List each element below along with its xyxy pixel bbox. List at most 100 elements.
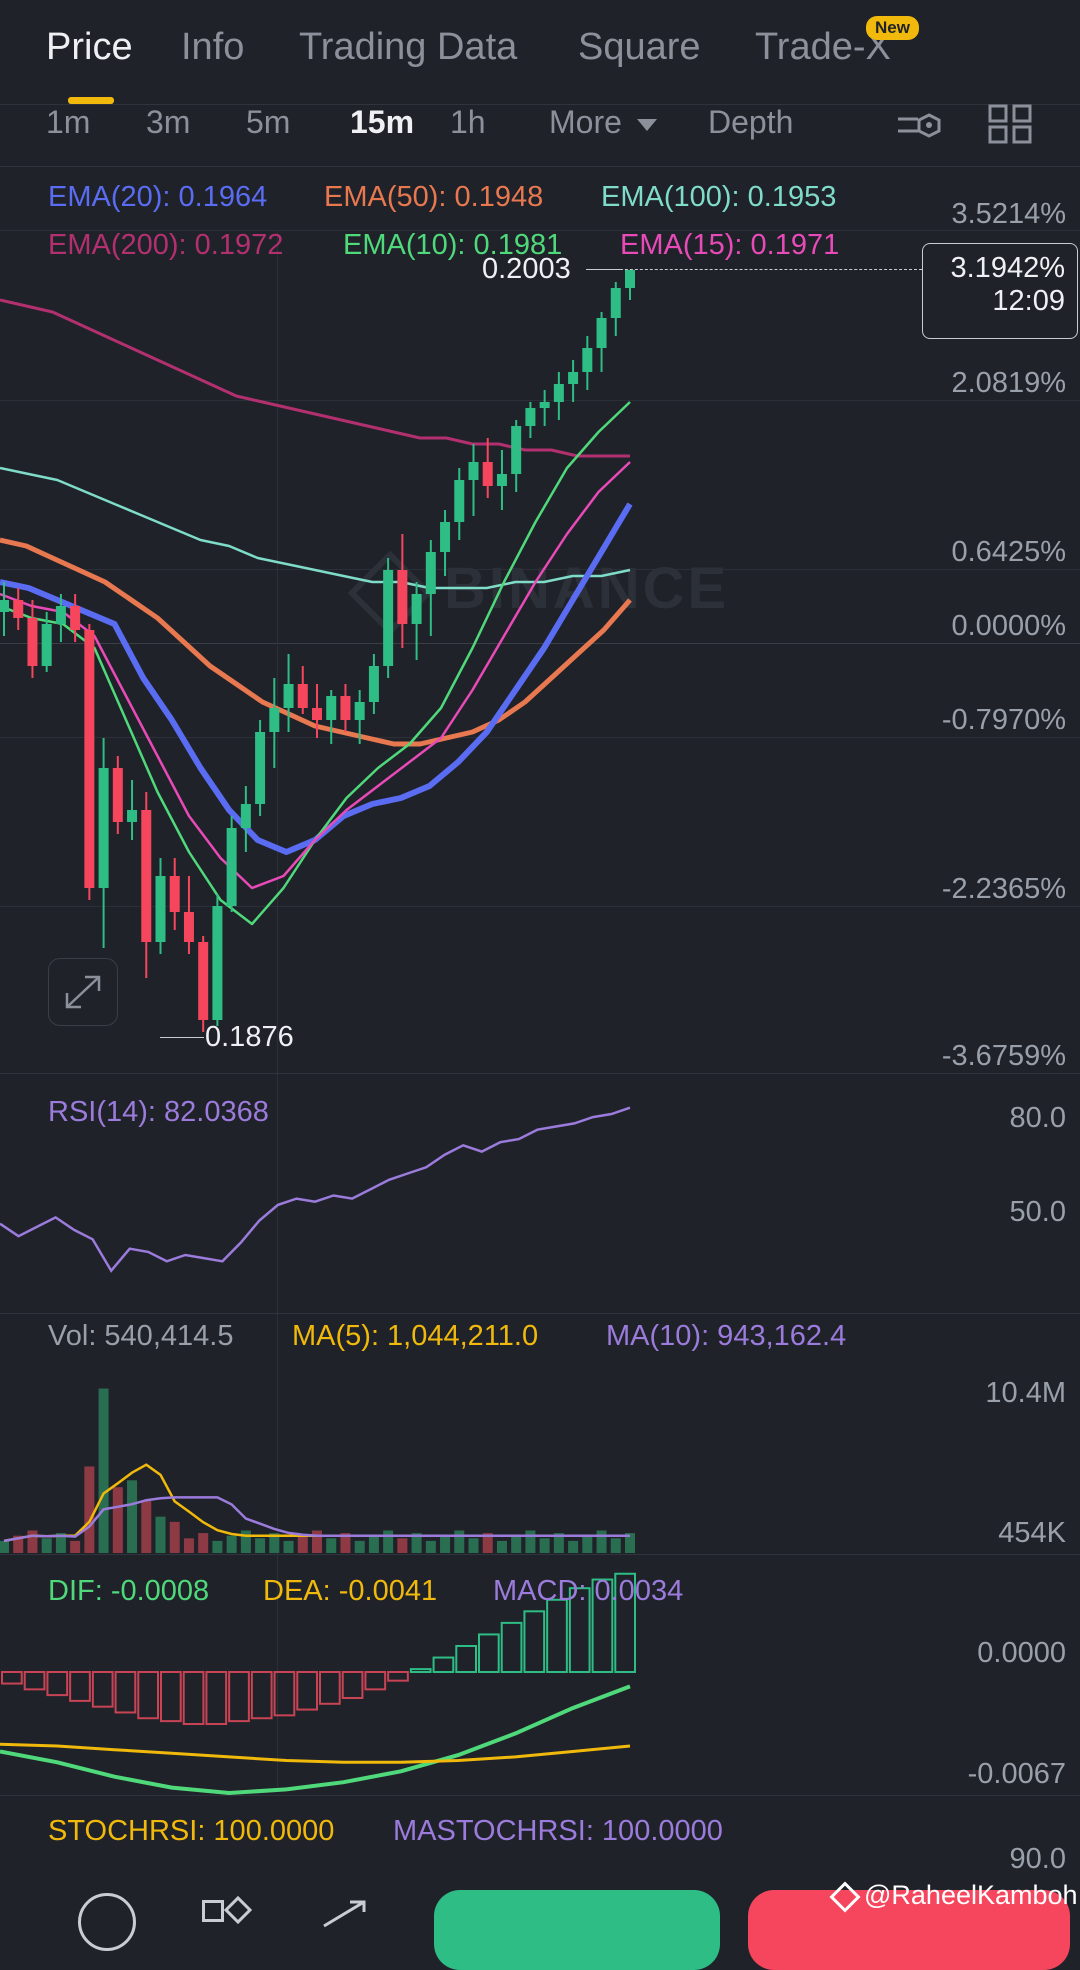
stoch-axis-90: 90.0 — [1009, 1843, 1066, 1873]
footer-watermark: @RaheelKamboh — [829, 1880, 1078, 1913]
volume-bar — [440, 1535, 451, 1553]
volume-bar — [240, 1530, 251, 1553]
timeframe-1h[interactable]: 1h — [450, 104, 486, 140]
candle-body — [297, 684, 308, 708]
ema10-legend: EMA(10): 0.1981 — [343, 229, 563, 261]
candle-body — [440, 522, 451, 552]
volume-ma5-line — [3, 1463, 630, 1543]
macd-dea-label: DEA: -0.0041 — [263, 1575, 438, 1607]
mastochrsi-label: MASTOCHRSI: 100.0000 — [393, 1815, 723, 1847]
timeframe-3m[interactable]: 3m — [146, 104, 191, 140]
price-axis-label: -0.7970% — [941, 704, 1066, 736]
volume-bar — [326, 1538, 337, 1553]
candle-body — [141, 810, 152, 942]
volume-bar — [354, 1540, 365, 1553]
rsi-axis-50: 50.0 — [1009, 1196, 1066, 1228]
more-menu-icon[interactable] — [78, 1893, 136, 1951]
candle-body — [169, 876, 180, 912]
fullscreen-button[interactable] — [48, 958, 118, 1026]
macd-histogram-bar — [432, 1656, 455, 1674]
candle-body — [0, 600, 9, 612]
ema100-legend: EMA(100): 0.1953 — [601, 181, 837, 213]
indicator-settings-icon[interactable] — [896, 107, 942, 143]
candle-body — [496, 474, 507, 486]
macd-axis-zero: 0.0000 — [977, 1637, 1066, 1669]
candle-body — [625, 270, 635, 288]
macd-dea-line — [0, 1742, 631, 1764]
trade-arrow-icon[interactable] — [320, 1898, 370, 1928]
volume-bar — [425, 1540, 436, 1553]
macd-histogram-bar — [591, 1578, 614, 1673]
macd-histogram-bar — [205, 1671, 228, 1726]
candle-body — [582, 348, 593, 372]
volume-bar — [511, 1535, 522, 1553]
macd-dif-label: DIF: -0.0008 — [48, 1575, 210, 1607]
candle-body — [269, 708, 280, 732]
macd-value-label: MACD: 0.0034 — [493, 1575, 684, 1607]
tab-trading-data[interactable]: Trading Data — [299, 26, 518, 68]
macd-dif-line — [0, 1684, 631, 1796]
tab-info[interactable]: Info — [181, 26, 245, 68]
timeframe-5m[interactable]: 5m — [246, 104, 291, 140]
macd-histogram-bar — [91, 1671, 114, 1708]
current-pct: 3.1942% — [950, 252, 1066, 284]
volume-bar — [0, 1540, 9, 1553]
volume-bar — [312, 1530, 322, 1553]
last-price-label: 0.2003 — [482, 253, 571, 285]
volume-bar — [55, 1533, 66, 1553]
macd-histogram-bar — [296, 1671, 318, 1711]
volume-bar — [553, 1533, 564, 1553]
grid-line-zero — [0, 643, 1080, 644]
macd-histogram-bar — [182, 1671, 205, 1726]
timeframe-divider — [0, 166, 1080, 167]
tab-square[interactable]: Square — [578, 26, 701, 68]
candle-body — [183, 912, 194, 942]
macd-histogram-bar — [387, 1671, 409, 1682]
timeframe-1m[interactable]: 1m — [46, 104, 91, 140]
macd-histogram-bar — [523, 1610, 546, 1674]
more-dropdown[interactable]: More — [549, 104, 657, 141]
volume-bar — [468, 1538, 479, 1553]
caret-down-icon — [636, 118, 657, 131]
low-price-connector — [160, 1037, 204, 1038]
ema15-line — [0, 461, 631, 890]
new-badge: New — [866, 16, 919, 40]
markets-icon[interactable] — [200, 1895, 253, 1928]
candle-body — [539, 402, 550, 408]
candle-body — [55, 606, 66, 624]
macd-divider — [0, 1554, 1080, 1555]
volume-bar — [255, 1538, 266, 1553]
buy-button[interactable] — [434, 1890, 720, 1970]
volume-divider — [0, 1313, 1080, 1314]
candle-body — [340, 696, 351, 720]
rsi-divider — [0, 1073, 1080, 1074]
volume-bar — [525, 1530, 536, 1553]
candle-body — [383, 570, 394, 666]
price-axis-label: -3.6759% — [941, 1040, 1066, 1072]
candle-body — [553, 384, 564, 402]
volume-ma10-line — [3, 1496, 630, 1543]
volume-bar — [169, 1521, 180, 1553]
ema100-line — [0, 466, 631, 590]
volume-bar — [183, 1538, 194, 1553]
volume-bar — [70, 1540, 81, 1553]
candle-body — [84, 630, 95, 888]
tab-price[interactable]: Price — [46, 26, 133, 68]
macd-axis-min: -0.0067 — [967, 1758, 1066, 1790]
current-price-box: 3.1942% 12:09 — [922, 243, 1078, 339]
candle-body — [312, 708, 322, 720]
macd-histogram-bar — [341, 1671, 364, 1700]
rsi-axis-80: 80.0 — [1009, 1102, 1066, 1134]
grid-line — [0, 737, 1080, 738]
macd-histogram-bar — [500, 1621, 523, 1673]
price-axis-label: 3.5214% — [951, 198, 1067, 230]
candle-body — [482, 462, 493, 486]
timeframe-15m[interactable]: 15m — [350, 104, 415, 140]
candle-body — [226, 828, 237, 906]
depth-tab[interactable]: Depth — [708, 104, 794, 140]
candlestick-chart[interactable] — [0, 0, 1080, 1923]
volume-bar — [383, 1530, 394, 1553]
volume-axis-min: 454K — [998, 1517, 1066, 1549]
layout-grid-icon[interactable] — [988, 104, 1032, 144]
candle-body — [212, 906, 223, 1020]
